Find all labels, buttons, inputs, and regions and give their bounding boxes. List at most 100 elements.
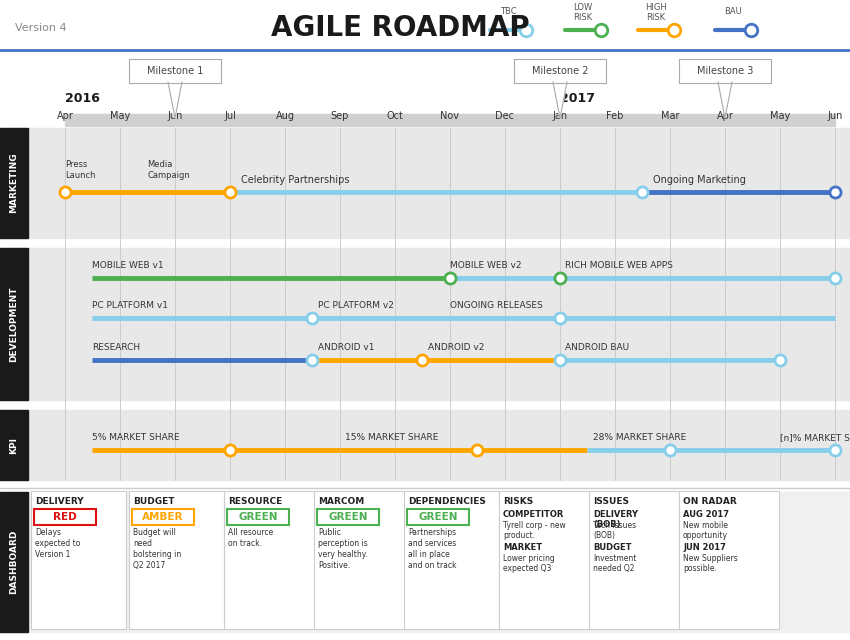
- Text: AUG 2017: AUG 2017: [683, 510, 729, 519]
- Text: Tech issues
(BOB): Tech issues (BOB): [593, 521, 636, 540]
- Text: Apr: Apr: [717, 111, 734, 121]
- Text: PC PLATFORM v2: PC PLATFORM v2: [318, 301, 394, 310]
- Text: 15% MARKET SHARE: 15% MARKET SHARE: [345, 433, 439, 442]
- Text: Public
perception is
very healthy.
Positive.: Public perception is very healthy. Posit…: [318, 528, 368, 570]
- Text: MARCOM: MARCOM: [318, 497, 365, 506]
- Text: KPI: KPI: [9, 436, 19, 454]
- Text: RICH MOBILE WEB APPS: RICH MOBILE WEB APPS: [565, 262, 673, 271]
- FancyBboxPatch shape: [514, 59, 606, 83]
- FancyBboxPatch shape: [499, 491, 599, 629]
- Text: Milestone 1: Milestone 1: [147, 66, 203, 76]
- Text: Jan: Jan: [552, 111, 568, 121]
- Text: Tyrell corp - new
product.: Tyrell corp - new product.: [503, 521, 566, 540]
- Text: Delays
expected to
Version 1: Delays expected to Version 1: [35, 528, 81, 559]
- Text: Oct: Oct: [387, 111, 404, 121]
- Text: MARKET: MARKET: [503, 543, 542, 552]
- FancyBboxPatch shape: [31, 491, 126, 629]
- Text: Aug: Aug: [275, 111, 294, 121]
- Bar: [0, 128, 850, 238]
- FancyBboxPatch shape: [227, 509, 289, 525]
- Text: RESOURCE: RESOURCE: [228, 497, 282, 506]
- Bar: [0, 492, 28, 632]
- Bar: [0, 128, 28, 238]
- FancyBboxPatch shape: [132, 509, 194, 525]
- FancyBboxPatch shape: [589, 491, 689, 629]
- Text: PC PLATFORM v1: PC PLATFORM v1: [93, 301, 168, 310]
- FancyBboxPatch shape: [404, 491, 499, 629]
- Text: RISK: RISK: [574, 13, 592, 22]
- Text: 28% MARKET SHARE: 28% MARKET SHARE: [593, 433, 686, 442]
- Bar: [0, 248, 850, 400]
- Text: HIGH: HIGH: [645, 3, 667, 13]
- Text: Media
Campaign: Media Campaign: [148, 160, 190, 180]
- Text: May: May: [110, 111, 130, 121]
- Bar: [0, 248, 28, 400]
- FancyBboxPatch shape: [407, 509, 469, 525]
- Text: DELIVERY: DELIVERY: [35, 497, 83, 506]
- Text: Budget will
need
bolstering in
Q2 2017: Budget will need bolstering in Q2 2017: [133, 528, 181, 570]
- Text: ONGOING RELEASES: ONGOING RELEASES: [450, 301, 543, 310]
- Text: Celebrity Partnerships: Celebrity Partnerships: [241, 175, 349, 185]
- FancyBboxPatch shape: [679, 491, 779, 629]
- Text: Jun: Jun: [827, 111, 842, 121]
- Text: 5% MARKET SHARE: 5% MARKET SHARE: [93, 433, 180, 442]
- Text: COMPETITOR: COMPETITOR: [503, 510, 564, 519]
- Text: GREEN: GREEN: [418, 512, 458, 522]
- Text: Press
Launch: Press Launch: [65, 160, 95, 180]
- Polygon shape: [718, 82, 732, 118]
- Text: Milestone 3: Milestone 3: [697, 66, 753, 76]
- Text: TBC: TBC: [500, 8, 516, 17]
- Text: RESEARCH: RESEARCH: [93, 344, 140, 353]
- Text: AMBER: AMBER: [142, 512, 184, 522]
- Text: Lower pricing
expected Q3: Lower pricing expected Q3: [503, 554, 555, 573]
- Text: Partnerships
and services
all in place
and on track: Partnerships and services all in place a…: [408, 528, 456, 570]
- Text: Investment
needed Q2: Investment needed Q2: [593, 554, 637, 573]
- FancyBboxPatch shape: [129, 59, 221, 83]
- Bar: [0, 410, 850, 480]
- Text: BUDGET: BUDGET: [593, 543, 632, 552]
- Text: Ongoing Marketing: Ongoing Marketing: [654, 175, 746, 185]
- FancyBboxPatch shape: [317, 509, 379, 525]
- Text: 2016: 2016: [65, 92, 99, 105]
- Text: LOW: LOW: [574, 3, 592, 13]
- Text: RISKS: RISKS: [503, 497, 533, 506]
- Text: ANDROID v2: ANDROID v2: [428, 344, 484, 353]
- Text: New mobile
opportunity: New mobile opportunity: [683, 521, 728, 540]
- Text: Apr: Apr: [57, 111, 73, 121]
- Text: All resource
on track.: All resource on track.: [228, 528, 273, 548]
- Text: GREEN: GREEN: [328, 512, 368, 522]
- Text: DASHBOARD: DASHBOARD: [9, 530, 19, 594]
- Polygon shape: [553, 82, 567, 118]
- Text: ISSUES: ISSUES: [593, 497, 629, 506]
- FancyBboxPatch shape: [314, 491, 409, 629]
- Bar: [65, 114, 835, 126]
- Polygon shape: [168, 82, 182, 118]
- Text: BAU: BAU: [724, 8, 742, 17]
- FancyBboxPatch shape: [129, 491, 224, 629]
- Text: DEPENDENCIES: DEPENDENCIES: [408, 497, 486, 506]
- Text: 2017: 2017: [560, 92, 595, 105]
- Text: Mar: Mar: [660, 111, 679, 121]
- Text: RED: RED: [53, 512, 76, 522]
- Text: JUN 2017: JUN 2017: [683, 543, 726, 552]
- Text: DEVELOPMENT: DEVELOPMENT: [9, 286, 19, 362]
- FancyBboxPatch shape: [34, 509, 96, 525]
- Text: MOBILE WEB v2: MOBILE WEB v2: [450, 262, 522, 271]
- Text: Dec: Dec: [496, 111, 514, 121]
- Text: Jul: Jul: [224, 111, 236, 121]
- Text: Version 4: Version 4: [15, 23, 66, 33]
- Text: MARKETING: MARKETING: [9, 153, 19, 213]
- Text: AGILE ROADMAP: AGILE ROADMAP: [270, 14, 530, 42]
- Text: RISK: RISK: [647, 13, 666, 22]
- Text: MOBILE WEB v1: MOBILE WEB v1: [93, 262, 164, 271]
- Text: ON RADAR: ON RADAR: [683, 497, 737, 506]
- Text: Milestone 2: Milestone 2: [532, 66, 588, 76]
- Text: Jun: Jun: [167, 111, 183, 121]
- Text: ANDROID v1: ANDROID v1: [318, 344, 375, 353]
- Text: Sep: Sep: [331, 111, 349, 121]
- Text: GREEN: GREEN: [238, 512, 278, 522]
- Text: Feb: Feb: [606, 111, 624, 121]
- Bar: [0, 410, 28, 480]
- Bar: [0, 492, 850, 632]
- Text: New Suppliers
possible.: New Suppliers possible.: [683, 554, 738, 573]
